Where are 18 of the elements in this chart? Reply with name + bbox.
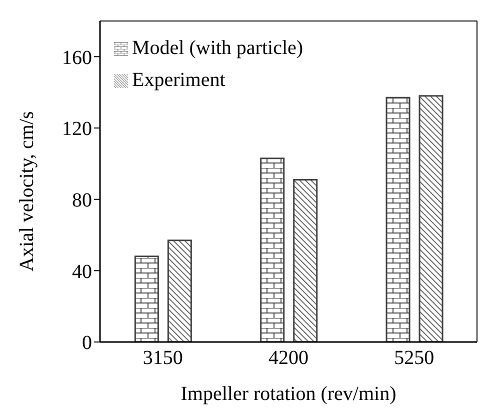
y-tick-label: 0: [82, 332, 92, 354]
y-tick-label: 120: [62, 118, 92, 140]
y-tick-label: 80: [72, 189, 92, 212]
x-axis-title: Impeller rotation (rev/min): [180, 383, 396, 405]
y-tick-label: 160: [62, 46, 92, 69]
y-axis-title: Axial velocity, cm/s: [16, 110, 38, 272]
legend-label: Model (with particle): [132, 37, 304, 59]
bar: [293, 178, 318, 342]
bar: [134, 256, 159, 342]
bar: [386, 96, 410, 342]
x-tick-label: 5250: [394, 347, 434, 370]
legend-label: Experiment: [132, 69, 226, 91]
x-tick-label: 3150: [142, 347, 183, 370]
bar: [260, 158, 285, 342]
bar: [418, 95, 444, 342]
bar: [167, 240, 192, 342]
x-tick-label: 4200: [268, 347, 308, 370]
y-tick-label: 40: [72, 260, 92, 283]
